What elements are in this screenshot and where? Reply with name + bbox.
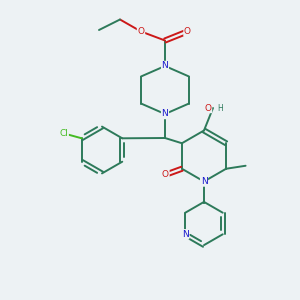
Text: O: O <box>205 103 212 112</box>
Text: O: O <box>162 170 169 179</box>
Text: H: H <box>218 103 223 112</box>
Text: N: N <box>162 110 168 118</box>
Text: N: N <box>201 177 207 186</box>
Text: O: O <box>137 27 145 36</box>
Text: O: O <box>184 27 191 36</box>
Text: Cl: Cl <box>59 129 68 138</box>
Text: N: N <box>182 230 189 239</box>
Text: N: N <box>162 61 168 70</box>
